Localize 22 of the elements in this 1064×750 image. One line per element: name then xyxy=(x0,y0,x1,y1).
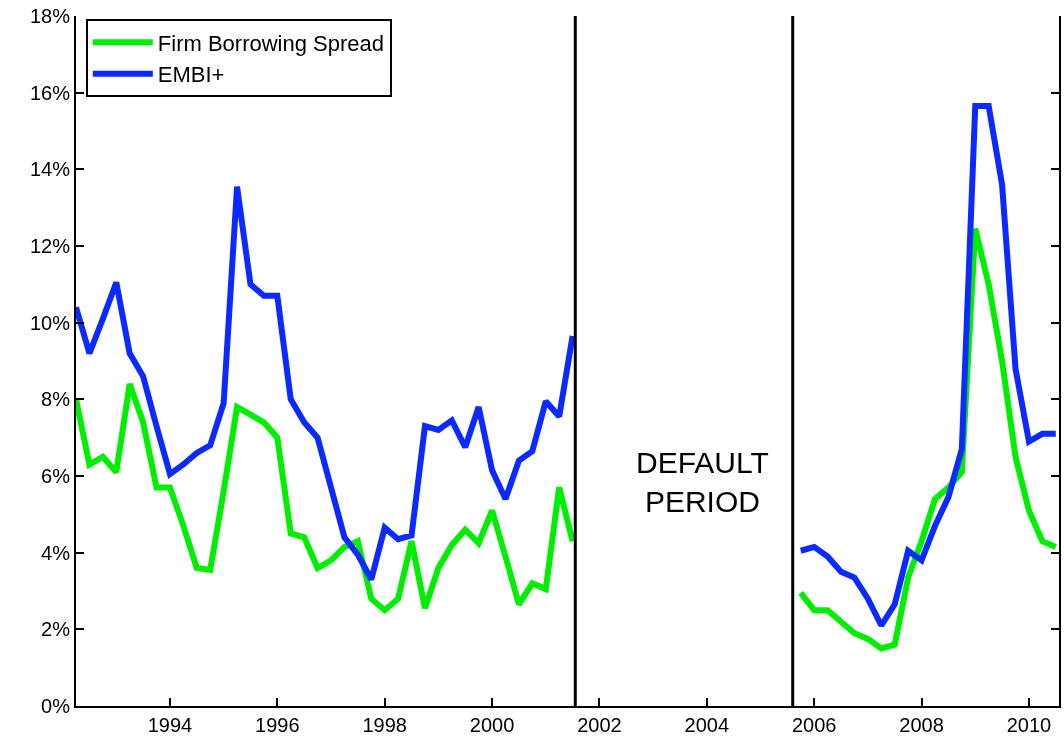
legend-label: Firm Borrowing Spread xyxy=(157,30,385,56)
x-tick-label: 2006 xyxy=(791,714,837,736)
x-tick-label: 2008 xyxy=(899,714,944,736)
y-tick-label: 14% xyxy=(29,158,71,181)
x-tick-label: 2002 xyxy=(577,714,622,736)
x-tick-label: 1994 xyxy=(147,714,193,736)
y-tick-label: 2% xyxy=(41,618,71,641)
y-tick-label: 16% xyxy=(29,81,71,104)
y-tick-label: 18% xyxy=(29,5,71,27)
y-tick-label: 12% xyxy=(29,235,71,257)
x-tick-label: 1998 xyxy=(362,714,407,736)
y-tick-label: 0% xyxy=(41,695,71,717)
x-tick-label: 2000 xyxy=(469,714,515,736)
annotation: DEFAULT PERIOD xyxy=(636,446,769,518)
y-tick-label: 4% xyxy=(41,541,71,564)
x-tick-label: 1996 xyxy=(255,714,300,736)
legend-label: EMBI+ xyxy=(157,62,225,88)
x-tick-label: 2004 xyxy=(684,714,730,736)
y-tick-label: 10% xyxy=(29,311,71,334)
y-tick-label: 6% xyxy=(41,465,71,487)
x-tick-label: 2010 xyxy=(1006,714,1052,736)
y-tick-label: 8% xyxy=(41,388,71,411)
